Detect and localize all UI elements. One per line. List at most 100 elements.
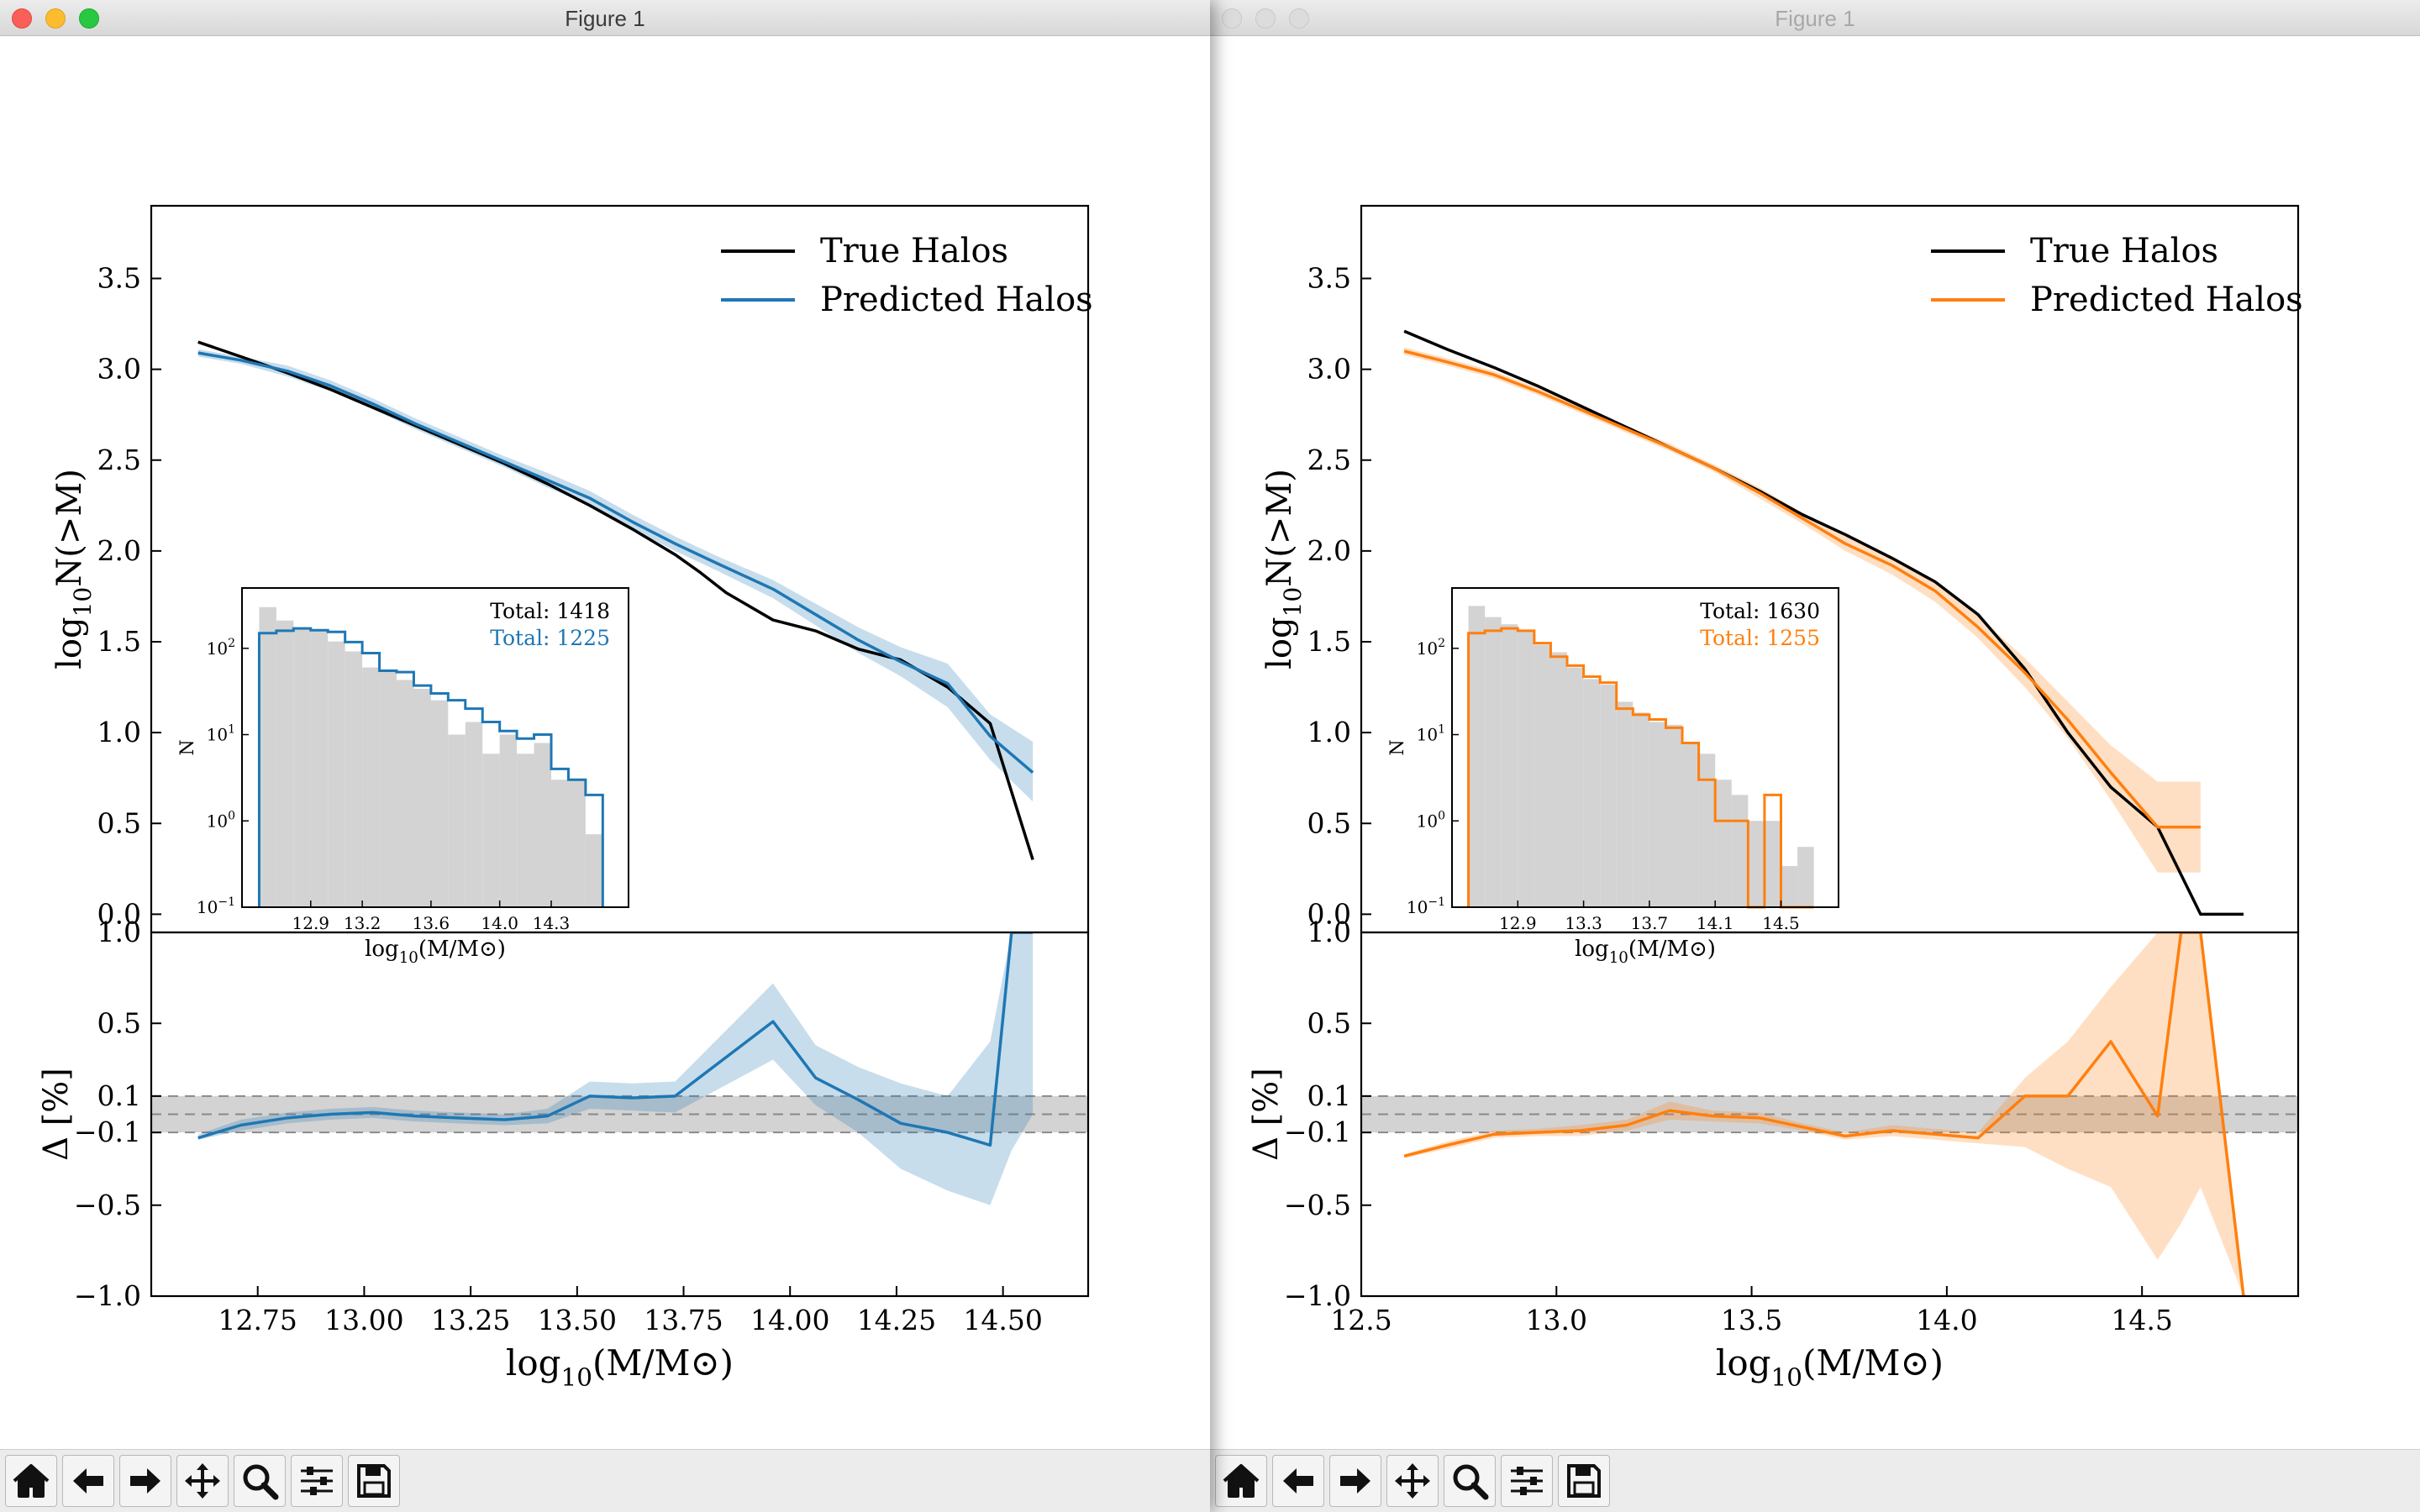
inset-x-tick-label: 12.9 <box>292 913 330 933</box>
back-arrow-button[interactable] <box>1272 1455 1324 1507</box>
legend-label-predicted-halos: Predicted Halos <box>820 281 1093 319</box>
forward-arrow-icon <box>130 1468 160 1494</box>
series-line-true-halos <box>197 340 1034 861</box>
figure-svg: 0.0 0.5 1.0 1.5 2.0 2.5 3.0 3.5 log10N(>M) True H… <box>1247 204 2303 1392</box>
histogram-bar-true-halos <box>1781 865 1798 907</box>
figure-svg: 0.0 0.5 1.0 1.5 2.0 2.5 3.0 3.5 log10N(>M) True H… <box>37 204 1093 1392</box>
close-window-button[interactable] <box>1222 8 1242 29</box>
x-tick-label: 14.00 <box>750 1304 829 1336</box>
histogram-bar-true-halos <box>499 734 518 907</box>
histogram-bar-true-halos <box>1518 630 1534 907</box>
y-tick-label: 0.0 <box>97 897 141 930</box>
pan-button[interactable] <box>1386 1455 1439 1507</box>
y-tick-label: 2.0 <box>1307 534 1351 567</box>
residual-plot-frame <box>150 931 1090 1298</box>
x-tick-label: 14.25 <box>857 1304 936 1336</box>
inset-y-tick-label: 101 <box>207 723 235 745</box>
minimize-window-button[interactable] <box>45 8 66 29</box>
inset-x-axis-label: log10(M/M⊙) <box>1575 937 1716 967</box>
y-axis-label: log10N(>M) <box>50 469 97 669</box>
y-tick-label: 3.5 <box>97 262 141 295</box>
series-line-predicted-halos <box>1403 349 2201 829</box>
histogram-bar-true-halos <box>379 669 397 907</box>
residual-plot-area <box>151 932 1088 1205</box>
inset-x-tick-label: 13.6 <box>413 913 450 933</box>
home-button[interactable] <box>1215 1455 1267 1507</box>
legend-label-true-halos: True Halos <box>820 232 1008 270</box>
x-tick-label: 14.0 <box>1916 1304 1977 1336</box>
close-window-button[interactable] <box>12 8 32 29</box>
forward-arrow-button[interactable] <box>119 1455 171 1507</box>
pan-button[interactable] <box>176 1455 229 1507</box>
zoom-window-button[interactable] <box>79 8 99 29</box>
inset-x-tick-label: 14.0 <box>481 913 518 933</box>
zoom-window-button[interactable] <box>1289 8 1309 29</box>
y-tick-label: 0.5 <box>1307 806 1351 839</box>
inset-frame <box>241 587 629 908</box>
home-button[interactable] <box>5 1455 57 1507</box>
minimize-window-button[interactable] <box>1255 8 1276 29</box>
x-tick-label: 12.75 <box>218 1304 297 1336</box>
histogram-bar-true-halos <box>482 753 500 907</box>
residual-y-tick-label: 1.0 <box>97 916 141 948</box>
residual-y-tick-label: 0.5 <box>97 1006 141 1039</box>
inset-y-tick-label: 102 <box>1417 637 1445 659</box>
y-tick-label: 3.5 <box>1307 262 1351 295</box>
histogram-bar-true-halos <box>1715 780 1732 907</box>
histogram-bar-true-halos <box>551 780 569 907</box>
histogram-bar-true-halos <box>1485 617 1502 907</box>
series-line-predicted-halos <box>197 351 1034 774</box>
y-tick-label: 2.0 <box>97 534 141 567</box>
y-tick-label: 0.0 <box>1307 897 1351 930</box>
total-count-predicted-halos: Total: 1255 <box>1700 626 1820 650</box>
histogram-bar-true-halos <box>1616 701 1634 907</box>
save-button[interactable] <box>1558 1455 1610 1507</box>
x-tick-label: 12.5 <box>1330 1304 1392 1336</box>
x-axis-label: log10(M/M⊙) <box>1716 1342 1944 1392</box>
histogram-bar-true-halos <box>1682 743 1699 907</box>
inset-x-tick-label: 14.3 <box>533 913 571 933</box>
forward-arrow-icon <box>1340 1468 1370 1494</box>
y-tick-label: 3.0 <box>97 353 141 386</box>
histogram-bar-true-halos <box>1731 795 1749 907</box>
zoom-icon <box>243 1464 279 1500</box>
pan-icon <box>1395 1463 1430 1499</box>
residual-y-tick-label: −0.1 <box>1284 1116 1351 1148</box>
figure-window-right: Figure 1 0.0 0.5 1.0 1.5 2.0 2.5 3.0 3.5 log10N(… <box>1210 0 2420 1512</box>
y-tick-label: 0.5 <box>97 806 141 839</box>
inset-histogram: 10−1 100 101 102 12.9 13.2 13.6 14.0 14.3 Nlog10(… <box>177 587 629 967</box>
x-tick-label: 14.5 <box>2111 1304 2172 1336</box>
residual-panel: −1.0 −0.5 −0.1 0.1 0.5 1.0 12.75 13.00 13.25 13.5… <box>37 916 1090 1392</box>
residual-plot-frame <box>1360 931 2300 1298</box>
zoom-button[interactable] <box>1444 1455 1496 1507</box>
residual-y-tick-label: 0.1 <box>1307 1079 1351 1112</box>
histogram-bar-true-halos <box>430 700 449 907</box>
inset-x-tick-label: 14.5 <box>1762 913 1800 933</box>
histogram-bar-true-halos <box>465 722 483 907</box>
main-panel: 0.0 0.5 1.0 1.5 2.0 2.5 3.0 3.5 log10N(>M) True H… <box>1260 204 2303 934</box>
inset-x-tick-label: 13.2 <box>344 913 381 933</box>
configure-subplots-button[interactable] <box>1501 1455 1553 1507</box>
residual-line-predicted-halos <box>1403 932 2245 1296</box>
residual-y-tick-label: 0.1 <box>97 1079 141 1112</box>
inset-histogram: 10−1 100 101 102 12.9 13.3 13.7 14.1 14.5 Nlog10(… <box>1387 587 1839 967</box>
configure-subplots-button[interactable] <box>291 1455 343 1507</box>
back-arrow-button[interactable] <box>62 1455 114 1507</box>
total-count-true-halos: Total: 1418 <box>490 599 610 623</box>
home-icon <box>13 1464 50 1498</box>
inset-x-tick-label: 12.9 <box>1499 913 1537 933</box>
y-tick-label: 1.5 <box>97 625 141 658</box>
total-count-true-halos: Total: 1630 <box>1700 599 1820 623</box>
residual-y-tick-label: −0.1 <box>74 1116 141 1148</box>
residual-line-predicted-halos <box>197 932 1034 1147</box>
y-tick-label: 1.5 <box>1307 625 1351 658</box>
forward-arrow-button[interactable] <box>1329 1455 1381 1507</box>
histogram-bar-true-halos <box>397 680 414 907</box>
histogram-bar-true-halos <box>448 734 466 907</box>
zoom-button[interactable] <box>234 1455 286 1507</box>
window-title: Figure 1 <box>1775 6 1855 31</box>
y-tick-label: 3.0 <box>1307 353 1351 386</box>
save-button[interactable] <box>348 1455 400 1507</box>
title-bar: Figure 1 <box>1210 0 2420 36</box>
residual-y-tick-label: −1.0 <box>1284 1279 1351 1312</box>
